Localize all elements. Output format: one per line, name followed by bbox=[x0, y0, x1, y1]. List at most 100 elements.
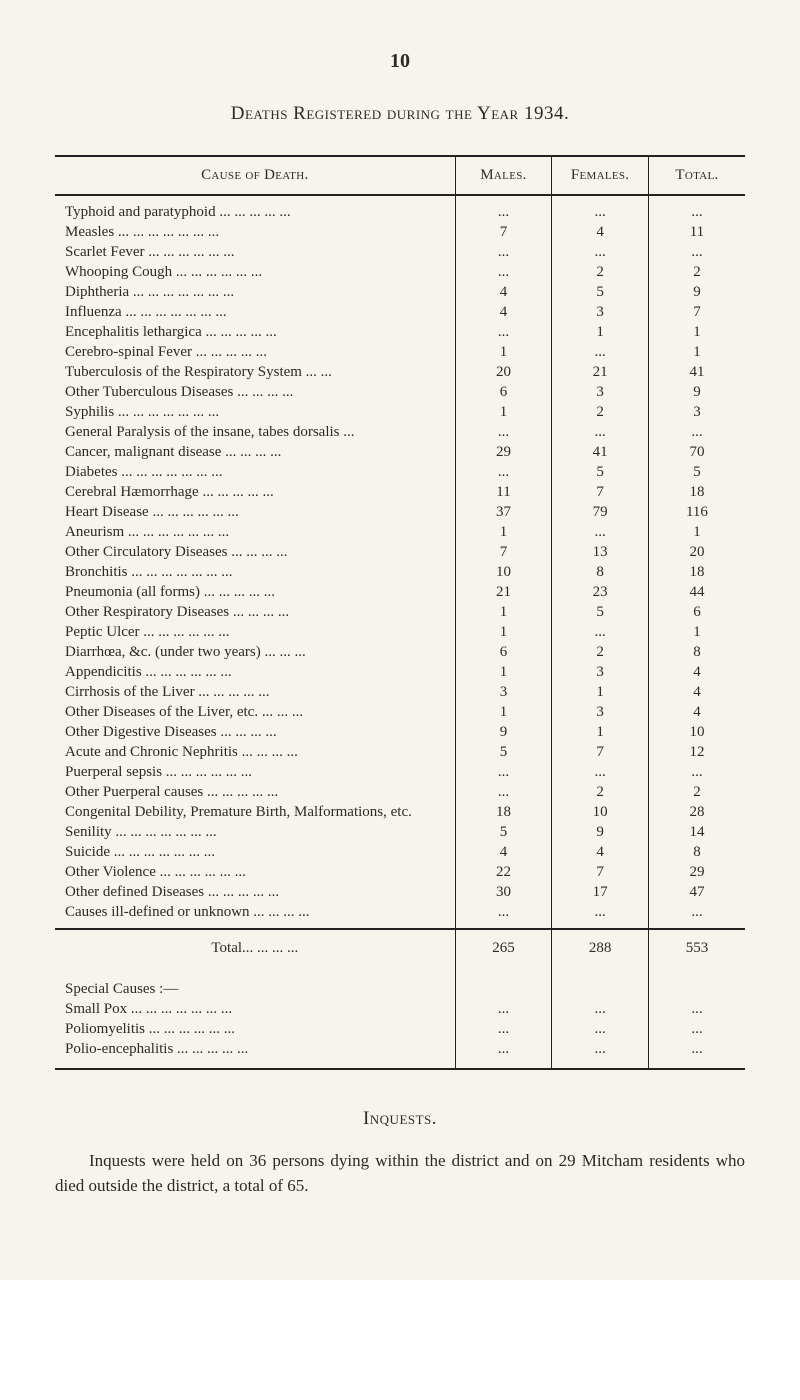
value-cell: 30 bbox=[455, 882, 552, 902]
value-cell: 1 bbox=[455, 602, 552, 622]
value-cell: 1 bbox=[648, 342, 745, 362]
value-cell: 2 bbox=[648, 262, 745, 282]
value-cell: 1 bbox=[552, 322, 649, 342]
table-row: Other Circulatory Diseases ... ... ... .… bbox=[55, 542, 745, 562]
value-cell: 4 bbox=[552, 842, 649, 862]
cause-label: Scarlet Fever ... ... ... ... ... ... bbox=[55, 242, 455, 262]
table-row: Cerebro-spinal Fever ... ... ... ... ...… bbox=[55, 342, 745, 362]
table-row: Diarrhœa, &c. (under two years) ... ... … bbox=[55, 642, 745, 662]
value-cell: ... bbox=[455, 1020, 552, 1040]
table-row: Other Diseases of the Liver, etc. ... ..… bbox=[55, 702, 745, 722]
value-cell: 21 bbox=[455, 582, 552, 602]
value-cell: ... bbox=[552, 242, 649, 262]
table-row: Cerebral Hæmorrhage ... ... ... ... ...1… bbox=[55, 482, 745, 502]
value-cell: 17 bbox=[552, 882, 649, 902]
inquests-paragraph: Inquests were held on 36 persons dying w… bbox=[55, 1148, 745, 1199]
cause-label: Bronchitis ... ... ... ... ... ... ... bbox=[55, 562, 455, 582]
value-cell: 9 bbox=[455, 722, 552, 742]
table-row: Diphtheria ... ... ... ... ... ... ...45… bbox=[55, 282, 745, 302]
cause-label: Syphilis ... ... ... ... ... ... ... bbox=[55, 402, 455, 422]
table-row: Acute and Chronic Nephritis ... ... ... … bbox=[55, 742, 745, 762]
value-cell: ... bbox=[455, 902, 552, 922]
value-cell: 4 bbox=[455, 282, 552, 302]
value-cell: 28 bbox=[648, 802, 745, 822]
cause-label: Suicide ... ... ... ... ... ... ... bbox=[55, 842, 455, 862]
cause-label: Cerebro-spinal Fever ... ... ... ... ... bbox=[55, 342, 455, 362]
table-row: Heart Disease ... ... ... ... ... ...377… bbox=[55, 502, 745, 522]
value-cell: 8 bbox=[648, 842, 745, 862]
value-cell: 2 bbox=[552, 262, 649, 282]
value-cell: 44 bbox=[648, 582, 745, 602]
value-cell: 1 bbox=[455, 702, 552, 722]
cause-label: Appendicitis ... ... ... ... ... ... bbox=[55, 662, 455, 682]
cause-label: Pneumonia (all forms) ... ... ... ... ..… bbox=[55, 582, 455, 602]
table-row: Bronchitis ... ... ... ... ... ... ...10… bbox=[55, 562, 745, 582]
table-row: Diabetes ... ... ... ... ... ... ......5… bbox=[55, 462, 745, 482]
value-cell: 8 bbox=[552, 562, 649, 582]
value-cell: 4 bbox=[648, 662, 745, 682]
value-cell: 1 bbox=[552, 722, 649, 742]
total-value: 265 bbox=[455, 929, 552, 967]
value-cell: 3 bbox=[648, 402, 745, 422]
value-cell: 6 bbox=[455, 642, 552, 662]
table-row: Typhoid and paratyphoid ... ... ... ... … bbox=[55, 202, 745, 222]
table-row: Appendicitis ... ... ... ... ... ...134 bbox=[55, 662, 745, 682]
value-cell: 79 bbox=[552, 502, 649, 522]
value-cell: 1 bbox=[455, 622, 552, 642]
table-row: Congenital Debility, Premature Birth, Ma… bbox=[55, 802, 745, 822]
value-cell: ... bbox=[552, 522, 649, 542]
cause-label: Other Digestive Diseases ... ... ... ... bbox=[55, 722, 455, 742]
value-cell: ... bbox=[455, 202, 552, 222]
value-cell: 1 bbox=[455, 522, 552, 542]
value-cell: 7 bbox=[648, 302, 745, 322]
cause-label: Whooping Cough ... ... ... ... ... ... bbox=[55, 262, 455, 282]
value-cell: ... bbox=[648, 1040, 745, 1060]
cause-label: Other Puerperal causes ... ... ... ... .… bbox=[55, 782, 455, 802]
value-cell: 1 bbox=[552, 682, 649, 702]
table-row: General Paralysis of the insane, tabes d… bbox=[55, 422, 745, 442]
special-causes-heading: Special Causes :— bbox=[55, 967, 455, 1000]
value-cell: 4 bbox=[455, 842, 552, 862]
value-cell: 5 bbox=[455, 822, 552, 842]
table-row: Other defined Diseases ... ... ... ... .… bbox=[55, 882, 745, 902]
value-cell: 5 bbox=[552, 462, 649, 482]
value-cell: ... bbox=[552, 1020, 649, 1040]
value-cell: ... bbox=[455, 422, 552, 442]
value-cell: ... bbox=[552, 422, 649, 442]
value-cell: ... bbox=[648, 1000, 745, 1020]
value-cell: 20 bbox=[648, 542, 745, 562]
col-header-total: Total. bbox=[648, 156, 745, 195]
cause-label: Cerebral Hæmorrhage ... ... ... ... ... bbox=[55, 482, 455, 502]
value-cell: ... bbox=[552, 342, 649, 362]
value-cell: 3 bbox=[552, 382, 649, 402]
cause-label: Congenital Debility, Premature Birth, Ma… bbox=[55, 802, 455, 822]
value-cell: 9 bbox=[648, 282, 745, 302]
value-cell: ... bbox=[455, 1000, 552, 1020]
table-row: Cancer, malignant disease ... ... ... ..… bbox=[55, 442, 745, 462]
cause-label: Small Pox ... ... ... ... ... ... ... bbox=[55, 1000, 455, 1020]
table-row: Other Tuberculous Diseases ... ... ... .… bbox=[55, 382, 745, 402]
table-row: Other Respiratory Diseases ... ... ... .… bbox=[55, 602, 745, 622]
value-cell: ... bbox=[455, 242, 552, 262]
value-cell: 29 bbox=[455, 442, 552, 462]
value-cell: 22 bbox=[455, 862, 552, 882]
cause-label: Diabetes ... ... ... ... ... ... ... bbox=[55, 462, 455, 482]
cause-label: Poliomyelitis ... ... ... ... ... ... bbox=[55, 1020, 455, 1040]
value-cell: ... bbox=[648, 422, 745, 442]
cause-label: Other Respiratory Diseases ... ... ... .… bbox=[55, 602, 455, 622]
value-cell: 4 bbox=[648, 702, 745, 722]
value-cell: 1 bbox=[455, 662, 552, 682]
value-cell: ... bbox=[648, 1020, 745, 1040]
value-cell: ... bbox=[552, 1040, 649, 1060]
value-cell: 18 bbox=[648, 482, 745, 502]
table-row: Syphilis ... ... ... ... ... ... ...123 bbox=[55, 402, 745, 422]
cause-label: Typhoid and paratyphoid ... ... ... ... … bbox=[55, 202, 455, 222]
value-cell: 18 bbox=[455, 802, 552, 822]
cause-label: Heart Disease ... ... ... ... ... ... bbox=[55, 502, 455, 522]
value-cell: 11 bbox=[455, 482, 552, 502]
value-cell: ... bbox=[455, 262, 552, 282]
value-cell: 6 bbox=[648, 602, 745, 622]
value-cell: 20 bbox=[455, 362, 552, 382]
value-cell: ... bbox=[552, 762, 649, 782]
value-cell: 23 bbox=[552, 582, 649, 602]
